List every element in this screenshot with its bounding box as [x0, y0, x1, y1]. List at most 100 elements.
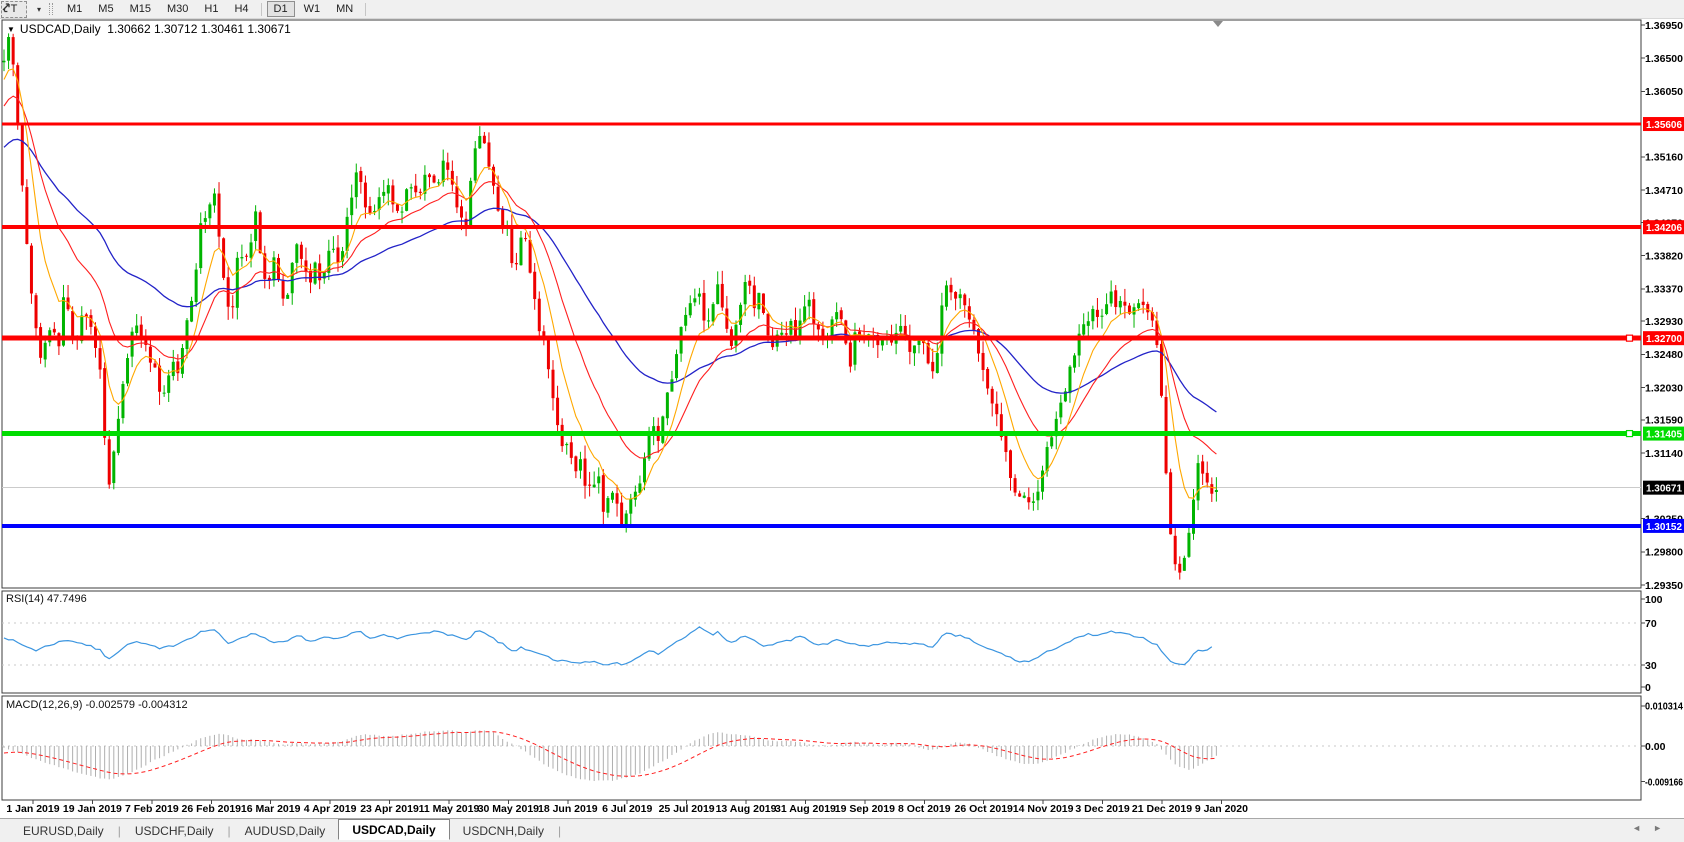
svg-text:25 Jul 2019: 25 Jul 2019 — [659, 803, 715, 815]
svg-text:1.33370: 1.33370 — [1645, 284, 1683, 296]
timeframe-button-m30[interactable]: M30 — [166, 3, 189, 15]
level-price-label — [1643, 220, 1684, 235]
svg-text:1.31590: 1.31590 — [1645, 415, 1683, 427]
svg-text:26 Feb 2019: 26 Feb 2019 — [181, 803, 241, 815]
svg-text:1.31405: 1.31405 — [1646, 429, 1682, 441]
svg-text:13 Aug 2019: 13 Aug 2019 — [716, 803, 777, 815]
timeframe-button-m5[interactable]: M5 — [98, 3, 114, 15]
tab-usdchf[interactable]: USDCHF,Daily — [134, 823, 214, 838]
svg-text:1.32480: 1.32480 — [1645, 349, 1683, 361]
level-price-label — [1643, 331, 1684, 346]
svg-text:31 Aug 2019: 31 Aug 2019 — [775, 803, 836, 815]
svg-text:1.36500: 1.36500 — [1645, 53, 1683, 65]
svg-text:7 Feb 2019: 7 Feb 2019 — [125, 803, 179, 815]
price-axis[interactable]: 1.36950 1.36500 1.36050 1.35160 1.34710 1.342… — [1641, 20, 1683, 592]
macd-signal-line — [3, 731, 1217, 777]
svg-text:16 Mar 2019: 16 Mar 2019 — [241, 803, 301, 815]
toolbar-grip[interactable] — [49, 3, 54, 15]
svg-text:6 Jul 2019: 6 Jul 2019 — [602, 803, 652, 815]
toolbar-separator — [365, 2, 367, 16]
level-price-label — [1643, 117, 1684, 132]
svg-text:26 Oct 2019: 26 Oct 2019 — [955, 803, 1014, 815]
svg-text:19 Sep 2019: 19 Sep 2019 — [835, 803, 895, 815]
tab-usdcnh[interactable]: USDCNH,Daily — [462, 823, 545, 838]
svg-text:30 May 2019: 30 May 2019 — [478, 803, 539, 815]
tab-separator: | — [558, 823, 562, 838]
tab-separator: | — [227, 823, 231, 838]
panel-frames — [1, 19, 1642, 801]
svg-text:11 May 2019: 11 May 2019 — [419, 803, 480, 815]
chart-shift-marker-icon[interactable] — [1213, 21, 1223, 27]
timeframe-button-w1[interactable]: W1 — [303, 3, 321, 15]
tab-usdcad[interactable]: USDCAD,Daily — [338, 819, 450, 840]
timeframe-button-h1[interactable]: H1 — [204, 3, 219, 15]
toolbar-separator — [260, 2, 262, 16]
rsi-line — [3, 626, 1213, 666]
ma-lines-group — [3, 68, 1217, 500]
rsi-indicator-label: RSI(14) 47.7496 — [6, 593, 87, 605]
svg-text:1.32700: 1.32700 — [1646, 333, 1682, 345]
tab-audusd[interactable]: AUDUSD,Daily — [244, 823, 326, 838]
rsi-panel: 100 70 30 0 — [2, 594, 1663, 694]
svg-text:1.32930: 1.32930 — [1645, 316, 1683, 328]
svg-text:1.33820: 1.33820 — [1645, 250, 1683, 262]
top-toolbar: T ▾ M1 M5 M15 M30 H1 H4 D1 W1 MN — [0, 0, 1684, 19]
svg-text:1.29800: 1.29800 — [1645, 547, 1683, 559]
chart-tab-bar: EURUSD,Daily | USDCHF,Daily | AUDUSD,Daily US… — [0, 818, 1684, 842]
svg-text:70: 70 — [1645, 618, 1657, 630]
timeframe-button-m1[interactable]: M1 — [67, 3, 83, 15]
horizontal-lines-group[interactable]: 1.35606 1.34206 1.32700 1.31405 1.30152 — [2, 117, 1684, 533]
chevron-down-icon[interactable]: ▾ — [37, 4, 42, 14]
svg-text:1.30152: 1.30152 — [1646, 521, 1682, 533]
svg-text:1.29350: 1.29350 — [1645, 580, 1683, 592]
chart-symbol: USDCAD,Daily — [19, 22, 101, 36]
svg-text:1 Jan 2019: 1 Jan 2019 — [6, 803, 59, 815]
level-price-label — [1643, 518, 1684, 533]
svg-text:1.30671: 1.30671 — [1646, 483, 1682, 495]
timeframe-button-m15[interactable]: M15 — [129, 3, 151, 15]
macd-indicator-label: MACD(12,26,9) -0.002579 -0.004312 — [6, 699, 188, 711]
svg-text:18 Jun 2019: 18 Jun 2019 — [538, 803, 598, 815]
tab-eurusd[interactable]: EURUSD,Daily — [23, 823, 104, 838]
svg-text:4 Apr 2019: 4 Apr 2019 — [304, 803, 357, 815]
svg-text:30: 30 — [1645, 660, 1657, 672]
svg-text:3 Dec 2019: 3 Dec 2019 — [1075, 803, 1129, 815]
svg-text:-0.009166: -0.009166 — [1645, 777, 1683, 789]
svg-text:1.35160: 1.35160 — [1645, 152, 1683, 164]
svg-text:1.34710: 1.34710 — [1645, 185, 1683, 197]
svg-text:1.35606: 1.35606 — [1646, 119, 1682, 131]
svg-text:19 Jan 2019: 19 Jan 2019 — [63, 803, 122, 815]
macd-panel: 0.010314 0.00 -0.009166 — [2, 701, 1683, 789]
cursor-tool-button[interactable]: ▾ — [2, 1, 43, 17]
tab-scroll-left-icon[interactable]: ◄ — [1632, 823, 1654, 833]
svg-text:8 Oct 2019: 8 Oct 2019 — [898, 803, 951, 815]
chart-title: ▼ USDCAD,Daily 1.30662 1.30712 1.30461 1.… — [7, 22, 291, 36]
tab-scroll-arrows: ◄► — [1632, 823, 1674, 833]
symbol-dropdown-icon[interactable]: ▼ — [7, 25, 15, 34]
svg-text:1.32030: 1.32030 — [1645, 382, 1683, 394]
svg-text:100: 100 — [1645, 594, 1663, 606]
svg-text:0.010314: 0.010314 — [1645, 701, 1683, 713]
tab-separator: | — [117, 823, 121, 838]
line-drag-handle[interactable] — [1625, 429, 1634, 438]
svg-text:1.36050: 1.36050 — [1645, 86, 1683, 98]
svg-text:21 Dec 2019: 21 Dec 2019 — [1132, 803, 1192, 815]
svg-text:0.00: 0.00 — [1645, 741, 1666, 753]
svg-text:1.36950: 1.36950 — [1645, 20, 1683, 32]
chart-ohlc-values: 1.30662 1.30712 1.30461 1.30671 — [107, 22, 291, 36]
svg-text:0: 0 — [1645, 682, 1651, 694]
timeframe-button-h4[interactable]: H4 — [234, 3, 249, 15]
svg-text:9 Jan 2020: 9 Jan 2020 — [1195, 803, 1248, 815]
svg-text:1.31140: 1.31140 — [1645, 448, 1683, 460]
level-price-label — [1643, 426, 1684, 441]
svg-text:23 Apr 2019: 23 Apr 2019 — [360, 803, 419, 815]
timeframe-button-mn[interactable]: MN — [336, 3, 354, 15]
tab-scroll-right-icon[interactable]: ► — [1653, 823, 1674, 833]
svg-text:1.34206: 1.34206 — [1646, 222, 1682, 234]
timeframe-button-d1[interactable]: D1 — [266, 1, 295, 17]
date-axis[interactable]: 1 Jan 2019 19 Jan 2019 7 Feb 2019 26 Feb 20… — [6, 800, 1248, 815]
line-drag-handle[interactable] — [1625, 334, 1634, 342]
current-price-label: 1.30671 — [1643, 480, 1684, 495]
